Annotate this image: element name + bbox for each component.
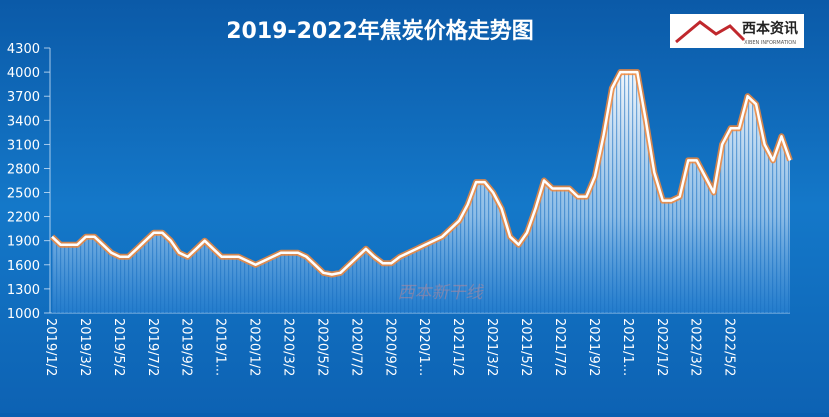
logo-subtitle: XIBEN INFORMATION [744,40,796,46]
x-tick-label: 2019/3/2 [77,318,92,376]
x-tick-label: 2022/5/2 [722,318,737,376]
watermark: 西本新干线 [398,283,485,303]
y-tick-label: 1300 [7,283,40,298]
x-tick-label: 2021/1... [620,318,635,376]
x-tick-label: 2020/7/2 [348,318,363,376]
x-tick-label: 2021/9/2 [586,318,601,376]
y-tick-label: 4000 [7,66,40,81]
x-tick-label: 2020/5/2 [314,318,329,376]
x-tick-label: 2021/7/2 [552,318,567,376]
y-tick-label: 2800 [7,162,40,177]
x-tick-label: 2019/5/2 [111,318,126,376]
logo-icon [675,20,746,44]
x-tick-label: 2019/1... [213,318,228,376]
x-tick-label: 2021/1/2 [450,318,465,376]
x-tick-label: 2020/3/2 [281,318,296,376]
x-tick-label: 2022/1/2 [654,318,669,376]
y-tick-label: 2200 [7,211,40,226]
y-tick-label: 1900 [7,235,40,250]
x-tick-label: 2020/9/2 [382,318,397,376]
y-tick-label: 1600 [7,259,40,274]
x-tick-label: 2019/1/2 [43,318,58,376]
y-tick-label: 3100 [7,138,40,153]
x-tick-label: 2022/3/2 [688,318,703,376]
y-tick-label: 3400 [7,114,40,129]
x-tick-label: 2019/7/2 [145,318,160,376]
x-tick-label: 2021/3/2 [484,318,499,376]
x-tick-label: 2021/5/2 [518,318,533,376]
x-tick-label: 2019/9/2 [179,318,194,376]
logo-name: 西本资讯 [742,20,798,37]
y-tick-label: 4300 [7,42,40,57]
y-tick-label: 3700 [7,90,40,105]
y-tick-label: 1000 [7,307,40,322]
x-tick-label: 2020/1... [416,318,431,376]
plot: 1000 1300 1600 1900 2200 2500 2800 3100 3400 3700… [7,42,793,376]
chart-title: 2019-2022年焦炭价格走势图 [226,18,534,44]
line [51,70,792,276]
y-tick-label: 2500 [7,187,40,202]
logo: 西本资讯 XIBEN INFORMATION [670,14,804,48]
x-tick-label: 2020/1/2 [247,318,262,376]
